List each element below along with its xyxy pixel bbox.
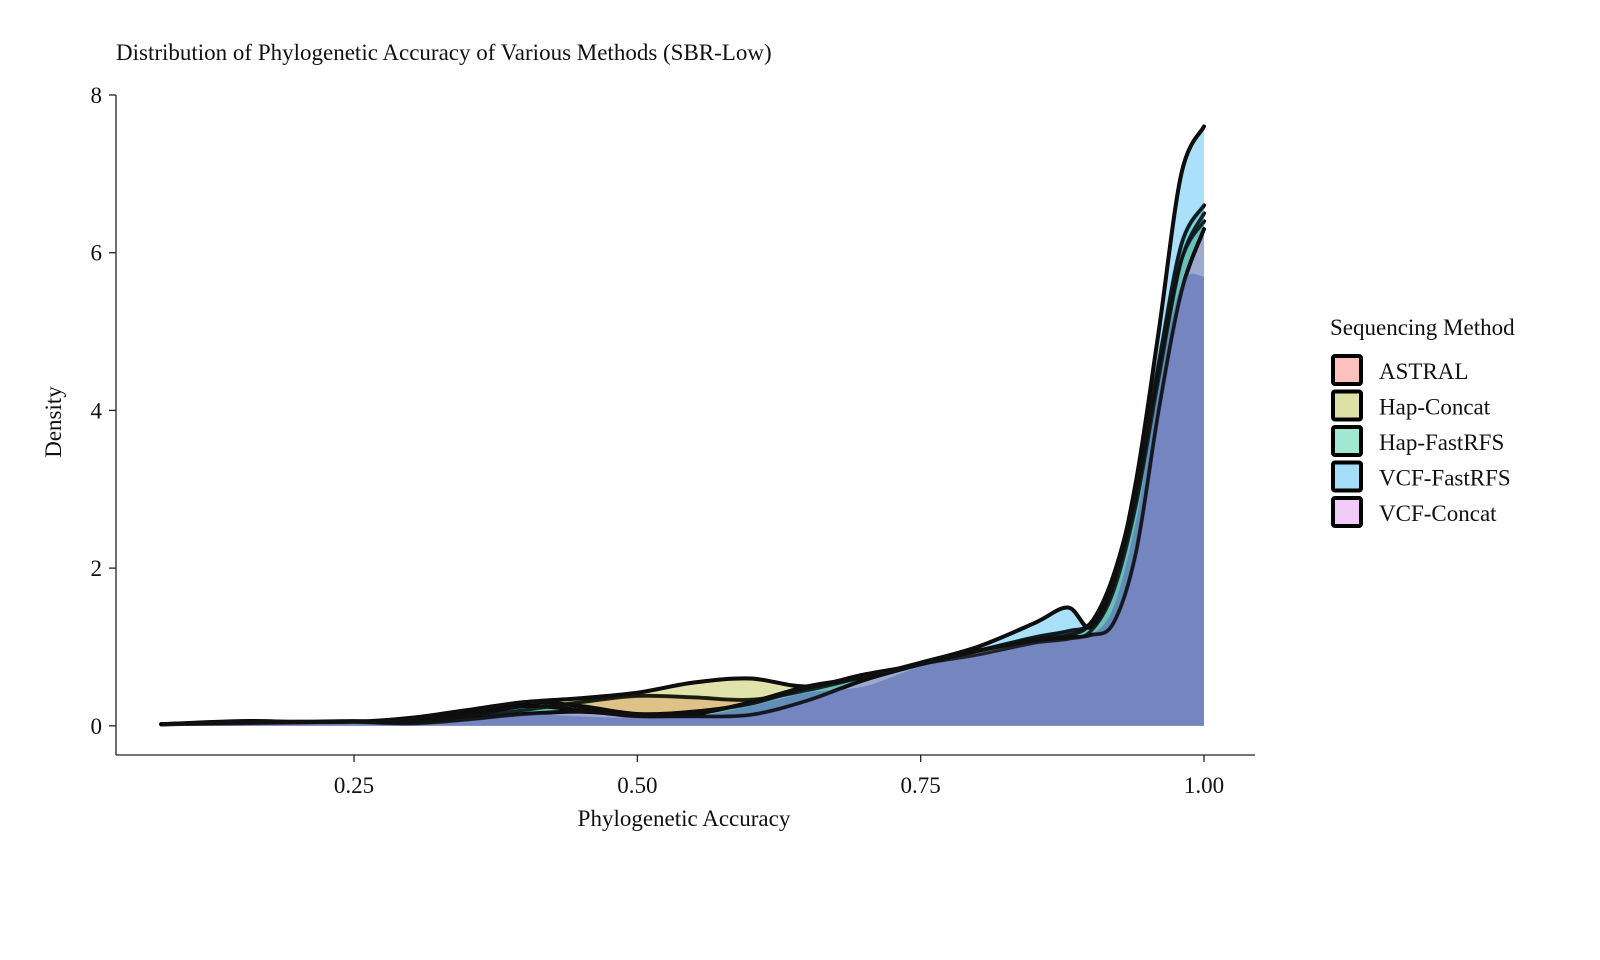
x-tick-label: 0.25 bbox=[334, 773, 374, 798]
y-axis-label: Density bbox=[41, 386, 66, 458]
legend-item-hap-concat: Hap-Concat bbox=[1331, 389, 1491, 422]
legend-item-hap-fastrfs: Hap-FastRFS bbox=[1331, 425, 1504, 457]
legend-swatch bbox=[1331, 389, 1363, 422]
x-tick-label: 0.75 bbox=[901, 773, 941, 798]
x-axis-label: Phylogenetic Accuracy bbox=[578, 806, 791, 831]
y-tick-label: 8 bbox=[91, 83, 103, 108]
legend-label: ASTRAL bbox=[1379, 359, 1468, 384]
legend-item-astral: ASTRAL bbox=[1331, 354, 1468, 386]
legend-label: VCF-Concat bbox=[1379, 501, 1497, 526]
legend-swatch bbox=[1331, 354, 1363, 386]
legend-swatch bbox=[1331, 460, 1363, 493]
x-tick-label: 0.50 bbox=[617, 773, 657, 798]
axes: 0 2 4 6 8 0.25 0.50 0.75 1.00 bbox=[91, 83, 1255, 798]
legend-item-vcf-concat: VCF-Concat bbox=[1331, 496, 1497, 528]
legend-label: VCF-FastRFS bbox=[1379, 466, 1511, 491]
legend: Sequencing Method ASTRAL Hap-Concat Hap-Fa… bbox=[1330, 315, 1515, 528]
series-vcf-concat-outline bbox=[161, 228, 1206, 726]
y-tick-label: 2 bbox=[91, 556, 103, 581]
x-tick-label: 1.00 bbox=[1184, 773, 1224, 798]
legend-swatch bbox=[1331, 496, 1363, 528]
plot-area bbox=[159, 124, 1206, 727]
legend-swatch bbox=[1331, 425, 1363, 457]
overlay-area bbox=[161, 273, 1204, 726]
y-tick-label: 4 bbox=[91, 398, 103, 423]
y-tick-label: 0 bbox=[91, 714, 103, 739]
y-tick-label: 6 bbox=[91, 241, 103, 266]
chart-title: Distribution of Phylogenetic Accuracy of… bbox=[116, 40, 772, 65]
legend-item-vcf-fastrfs: VCF-FastRFS bbox=[1331, 460, 1511, 493]
legend-title: Sequencing Method bbox=[1330, 315, 1515, 340]
legend-label: Hap-FastRFS bbox=[1379, 430, 1504, 455]
legend-label: Hap-Concat bbox=[1379, 395, 1491, 420]
